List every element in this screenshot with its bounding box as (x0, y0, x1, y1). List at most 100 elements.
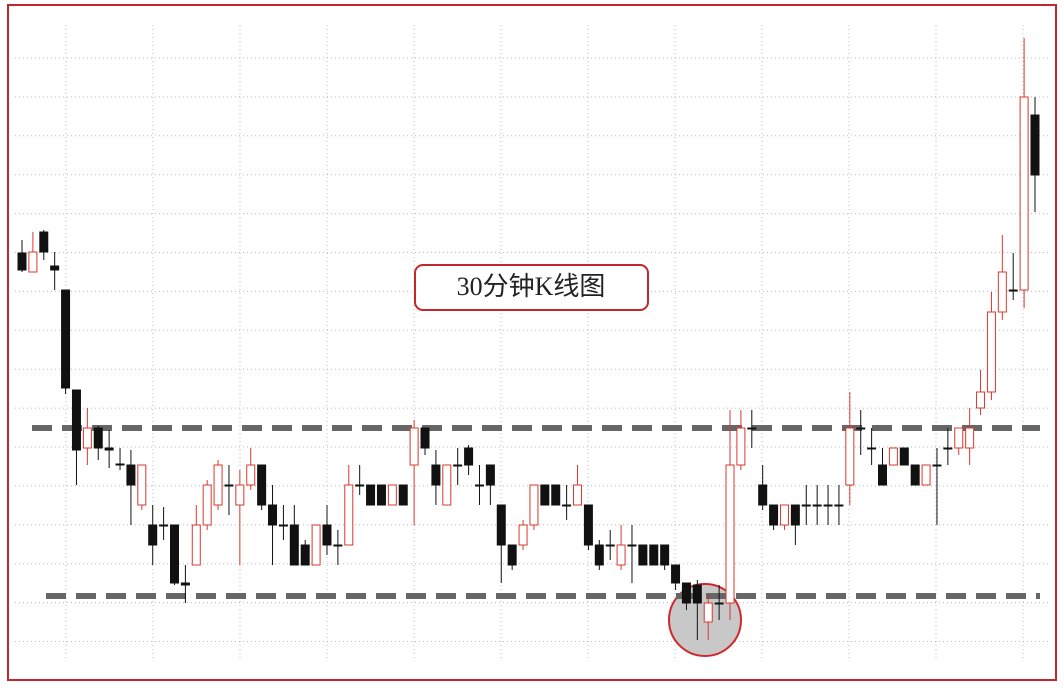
candle-body (115, 463, 125, 466)
candle-body (921, 464, 931, 486)
candle-body (191, 524, 201, 566)
candle-body (834, 504, 844, 507)
candle-body (965, 427, 975, 449)
candle-body (485, 464, 495, 486)
candle-body (997, 271, 1007, 313)
candle-body (104, 447, 114, 451)
candle-body (235, 484, 245, 506)
candle-body (801, 504, 811, 507)
candle-body (474, 484, 484, 487)
candle-body (409, 427, 419, 466)
candle-body (420, 427, 430, 449)
candle-body (344, 484, 354, 546)
candle-body (442, 464, 452, 506)
candle-body (769, 504, 779, 526)
candle-body (278, 524, 288, 527)
candle-body (790, 504, 800, 526)
candle-body (1019, 96, 1029, 291)
candle-body (71, 389, 81, 451)
candle-body (507, 544, 517, 566)
candle-body (169, 524, 179, 584)
candle-body (845, 427, 855, 486)
candle-body (627, 544, 637, 547)
candle-body (137, 464, 147, 506)
candle-body (540, 484, 550, 506)
candle-body (660, 544, 670, 566)
candle-body (289, 524, 299, 566)
candle-body (366, 484, 376, 506)
candle-body (50, 265, 60, 271)
candle-body (464, 447, 474, 466)
candle-body (529, 484, 539, 526)
candle-body (976, 391, 986, 409)
candle-body (28, 251, 38, 273)
candle-body (692, 584, 702, 604)
candle-body (453, 464, 463, 467)
candle-body (594, 544, 604, 566)
candle-body (551, 484, 561, 506)
candle-body (725, 464, 735, 604)
candle-body (943, 447, 953, 450)
candle-body (747, 427, 757, 430)
candle-body (616, 544, 626, 566)
candle-body (322, 524, 332, 546)
annotation-box (414, 264, 649, 311)
candle-body (355, 484, 365, 487)
annotation: 30分钟K线图 (457, 272, 606, 301)
candle-body (246, 464, 256, 486)
candle-body (180, 582, 190, 586)
candle-body (202, 484, 212, 526)
candle-body (431, 464, 441, 486)
candle-body (812, 504, 822, 507)
candle-body (257, 464, 267, 506)
candle-body (376, 484, 386, 506)
candle-body (758, 484, 768, 506)
candle-body (856, 427, 866, 430)
candle-body (61, 289, 71, 389)
candle-body (888, 447, 898, 466)
candle-body (573, 484, 583, 506)
candle-body (159, 524, 169, 527)
candle-body (148, 524, 158, 546)
candle-body (17, 252, 27, 271)
candle-body (93, 427, 103, 449)
candle-body (82, 427, 92, 449)
candle-body (562, 504, 572, 507)
candle-body (213, 464, 223, 506)
candle-body (1008, 289, 1018, 292)
candle-body (518, 524, 528, 546)
candle-body (878, 464, 888, 486)
candle-body (867, 447, 877, 450)
candle-body (1030, 114, 1040, 176)
candle-body (899, 447, 909, 466)
candle-body (638, 544, 648, 566)
candle-body (224, 484, 234, 487)
candle-body (649, 544, 659, 566)
candle-body (681, 582, 691, 604)
candle-body (311, 524, 321, 566)
candle-body (39, 231, 49, 253)
candle-body (268, 504, 278, 526)
frame (7, 4, 1057, 681)
candle-body (714, 602, 724, 605)
candle-body (823, 504, 833, 507)
candle-body (496, 504, 506, 546)
candle-body (300, 544, 310, 566)
candle-body (126, 464, 136, 486)
candles (17, 38, 1040, 640)
candle-body (398, 484, 408, 506)
candle-body (910, 464, 920, 486)
grid (15, 25, 1050, 660)
candle-body (954, 427, 964, 449)
candle-body (932, 464, 942, 467)
candle-body (333, 544, 343, 547)
candle-body (986, 311, 996, 393)
candle-body (703, 602, 713, 623)
candle-body (605, 544, 615, 547)
candle-body (583, 504, 593, 546)
candle-body (671, 564, 681, 584)
candle-body (387, 484, 397, 506)
candle-body (736, 427, 746, 466)
candle-body (779, 504, 789, 526)
